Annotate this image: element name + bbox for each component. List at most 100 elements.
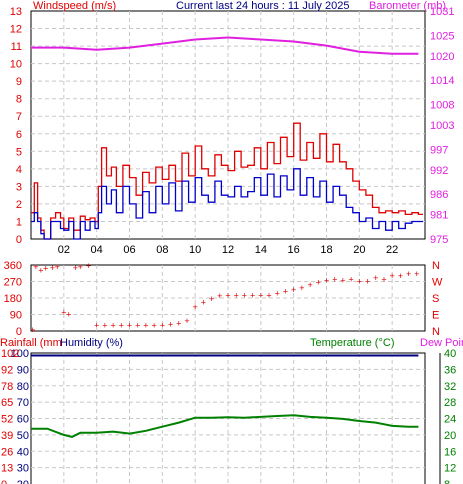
direction-point: +: [102, 321, 107, 331]
right-tick-label: 992: [430, 165, 448, 177]
x-tick-label: 04: [91, 244, 103, 256]
direction-point: +: [50, 263, 55, 273]
direction-point: +: [357, 277, 362, 287]
humidity-tick-label: 30: [17, 463, 29, 475]
temperature-tick-label: 24: [444, 414, 456, 426]
humidity-temperature-panel: 20 30 40 50 60 70 80 90 100 0 13 26 39 52 65 78 92 102 8 12…: [1, 348, 456, 484]
rainfall-tick-label: 39: [1, 430, 13, 442]
direction-point: +: [217, 291, 222, 301]
left-tick-label: 3: [16, 181, 22, 193]
direction-point: +: [201, 298, 206, 308]
direction-point: +: [168, 320, 173, 330]
chart-title: Current last 24 hours : 11 July 2025: [176, 0, 350, 12]
direction-point: +: [55, 262, 60, 272]
direction-point: +: [110, 321, 115, 331]
direction-point: +: [307, 280, 312, 290]
humidity-tick-label: 70: [17, 397, 29, 409]
direction-point: +: [316, 277, 321, 287]
humidity-tick-label: 50: [17, 430, 29, 442]
humidity-tick-label: 20: [17, 479, 29, 484]
direction-point: +: [291, 285, 296, 295]
right-tick-label: 997: [430, 144, 448, 156]
rainfall-tick-label: 102: [1, 348, 19, 360]
direction-point: +: [209, 294, 214, 304]
humidity-tick-label: 100: [11, 348, 29, 360]
right-tick-label: 1025: [430, 30, 454, 42]
direction-point: +: [151, 321, 156, 331]
direction-point: +: [61, 308, 66, 318]
x-tick-label: 12: [222, 244, 234, 256]
left-tick-label: 5: [16, 146, 22, 158]
direction-point: +: [73, 263, 78, 273]
x-tick-label: 14: [255, 244, 267, 256]
series-line-barometer: [31, 36, 419, 55]
direction-point: +: [78, 262, 83, 272]
direction-point: +: [258, 290, 263, 300]
direction-point: +: [66, 310, 71, 320]
direction-point: +: [30, 325, 35, 335]
windspeed-axis-title: Windspeed (m/s): [33, 0, 117, 12]
left-tick-label: 12: [10, 24, 22, 36]
direction-point: +: [398, 271, 403, 281]
left-tick-label: 360: [4, 260, 22, 272]
x-tick-label: 06: [123, 244, 135, 256]
right-tick-label: 1014: [430, 75, 454, 87]
direction-point: +: [33, 262, 38, 272]
temperature-tick-label: 28: [444, 397, 456, 409]
right-tick-label: N: [432, 326, 440, 338]
direction-point: +: [373, 273, 378, 283]
x-tick-label: 22: [386, 244, 398, 256]
rainfall-tick-label: 78: [1, 381, 13, 393]
direction-point: +: [299, 283, 304, 293]
left-tick-label: 13: [10, 6, 22, 18]
left-tick-label: 0: [16, 234, 22, 246]
rainfall-tick-label: 26: [1, 446, 13, 458]
left-tick-label: 11: [11, 41, 22, 53]
direction-point: +: [324, 276, 329, 286]
direction-point: +: [283, 287, 288, 297]
left-tick-label: 2: [16, 199, 22, 211]
rainfall-tick-label: 0: [1, 479, 7, 484]
direction-point: +: [332, 275, 337, 285]
temperature-axis-title: Temperature (°C): [310, 337, 395, 349]
right-tick-label: W: [432, 277, 443, 289]
direction-point: +: [38, 266, 43, 276]
left-tick-label: 6: [16, 129, 22, 141]
right-tick-label: S: [432, 293, 439, 305]
direction-point: +: [340, 276, 345, 286]
rainfall-tick-label: 52: [1, 414, 13, 426]
temperature-tick-label: 36: [444, 364, 456, 376]
x-tick-label: 20: [353, 244, 365, 256]
left-tick-label: 7: [16, 111, 22, 123]
humidity-tick-label: 90: [17, 364, 29, 376]
direction-point: +: [242, 290, 247, 300]
direction-point: +: [119, 321, 124, 331]
left-tick-label: 9: [16, 76, 22, 88]
wind-barometer-panel: 02 04 06 08 10 12 14 16 18 20 22012345678910111213…: [10, 6, 455, 256]
right-tick-label: N: [432, 260, 440, 272]
left-tick-label: 10: [10, 59, 22, 71]
rainfall-axis-title: Rainfall (mm: [0, 337, 62, 349]
direction-point: +: [193, 302, 198, 312]
direction-point: +: [127, 321, 132, 331]
right-tick-label: 986: [430, 189, 448, 201]
left-tick-label: 0: [16, 326, 22, 338]
humidity-tick-label: 60: [17, 414, 29, 426]
direction-point: +: [275, 288, 280, 298]
right-tick-label: 975: [430, 234, 448, 246]
barometer-axis-title: Barometer (mb): [369, 0, 447, 12]
direction-point: +: [414, 269, 419, 279]
direction-point: +: [225, 290, 230, 300]
right-tick-label: 981: [430, 210, 448, 222]
x-tick-label: 18: [320, 244, 332, 256]
right-tick-label: E: [432, 310, 439, 322]
direction-point: +: [250, 290, 255, 300]
x-tick-label: 16: [288, 244, 300, 256]
left-tick-label: 90: [10, 310, 22, 322]
direction-point: +: [135, 321, 140, 331]
right-tick-label: 1003: [430, 120, 454, 132]
series-line-average: [31, 168, 423, 240]
temperature-tick-label: 32: [444, 381, 456, 393]
